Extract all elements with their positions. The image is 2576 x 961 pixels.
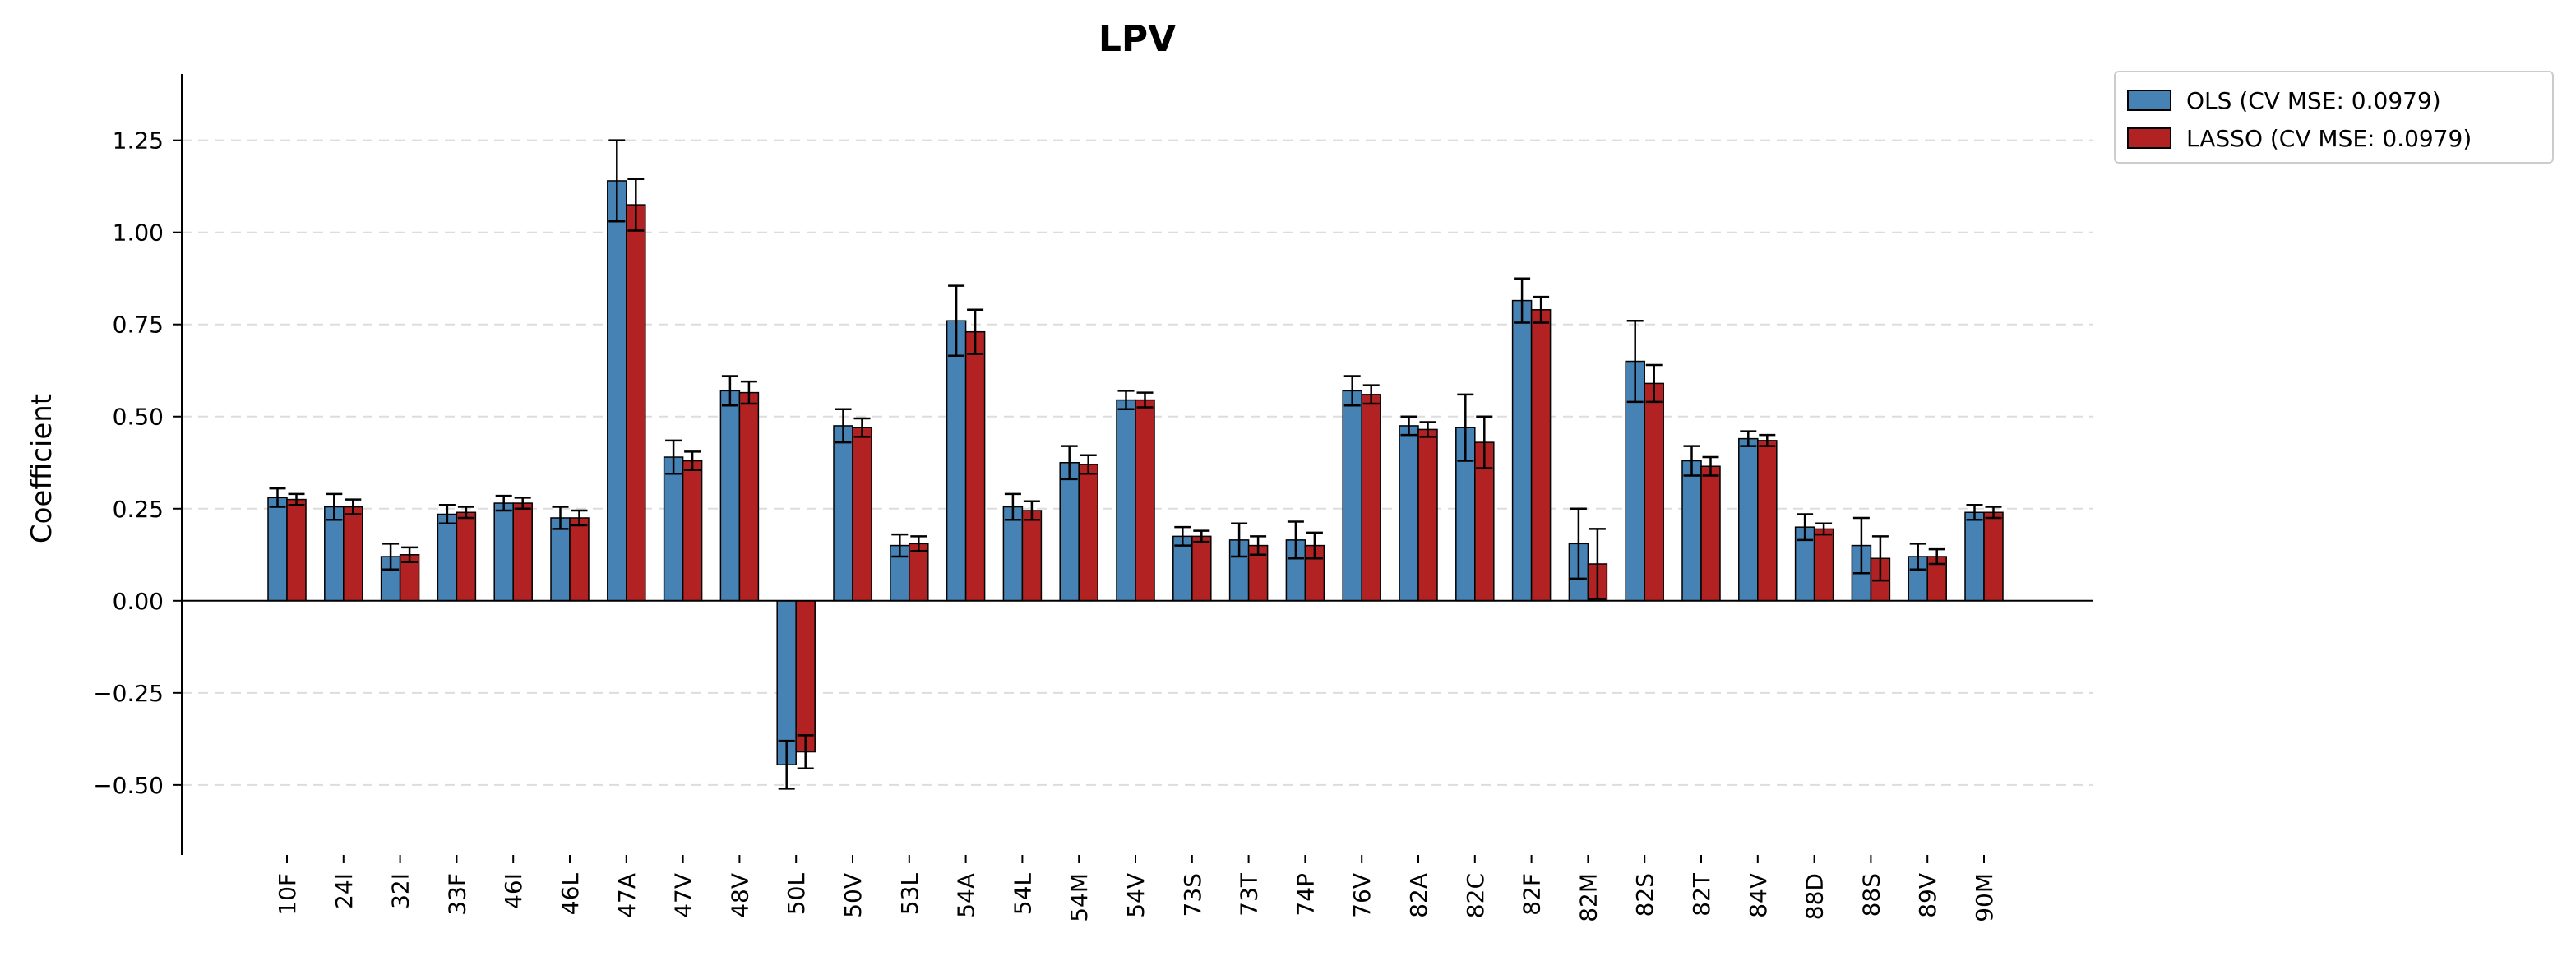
bars xyxy=(267,180,2004,765)
bar xyxy=(493,502,514,602)
y-tick-label: 1.25 xyxy=(113,127,164,155)
y-tick-label: 0.75 xyxy=(113,312,164,339)
x-tick-label: 82M xyxy=(1575,873,1602,922)
x-tick-label: 74P xyxy=(1292,873,1319,917)
bar xyxy=(738,391,760,602)
axes: −0.50 −0.25 0.00 0.25 0.50 0.75 1.00 1.25 10F 24I… xyxy=(93,74,2093,922)
legend-item-lasso: LASSO (CV MSE: 0.0979) xyxy=(2127,122,2472,155)
y-tick-label: 0.50 xyxy=(113,404,164,431)
y-tick-label: 0.00 xyxy=(113,588,164,615)
y-tick-label: −0.50 xyxy=(93,772,164,799)
bar xyxy=(343,506,363,602)
bar xyxy=(946,320,967,602)
bar xyxy=(964,330,986,602)
x-tick-label: 89V xyxy=(1914,873,1941,918)
error-bars xyxy=(269,139,2002,790)
bar xyxy=(1813,528,1834,602)
bar xyxy=(1738,437,1759,602)
legend: OLS (CV MSE: 0.0979) LASSO (CV MSE: 0.09… xyxy=(2114,71,2554,164)
y-tick-label: 1.00 xyxy=(113,219,164,247)
bar xyxy=(1078,464,1098,602)
bar xyxy=(1135,399,1155,602)
bar xyxy=(719,390,741,602)
y-tick-label: −0.25 xyxy=(93,680,164,707)
legend-label-lasso: LASSO (CV MSE: 0.0979) xyxy=(2186,124,2472,152)
bar xyxy=(1361,394,1381,602)
x-tick-label: 48V xyxy=(726,873,753,918)
x-tick-label: 90M xyxy=(1971,873,1998,922)
bar xyxy=(1059,462,1080,602)
x-tick-label: 47A xyxy=(613,873,641,918)
bar xyxy=(550,517,571,602)
x-tick-label: 50V xyxy=(839,873,867,918)
bar xyxy=(1511,299,1533,602)
x-tick-label: 82C xyxy=(1462,873,1489,918)
x-tick-label: 54M xyxy=(1066,873,1093,922)
bar xyxy=(1681,460,1702,602)
bar xyxy=(569,517,590,602)
bar xyxy=(1116,399,1136,602)
x-tick-label: 82A xyxy=(1405,873,1432,918)
bar xyxy=(512,502,533,602)
x-tick-label: 32I xyxy=(387,873,414,909)
legend-item-ols: OLS (CV MSE: 0.0979) xyxy=(2127,84,2441,117)
bar xyxy=(607,180,627,602)
bar xyxy=(1757,440,1778,602)
bar xyxy=(852,427,872,602)
x-tick-label: 84V xyxy=(1745,873,1772,918)
bar xyxy=(456,511,477,602)
x-tick-label: 73T xyxy=(1236,872,1263,917)
x-tick-label: 50L xyxy=(783,873,810,916)
x-tick-label: 33F xyxy=(443,873,470,916)
x-tick-label: 46I xyxy=(500,873,527,909)
x-tick-label: 88S xyxy=(1857,873,1885,917)
bar xyxy=(626,204,646,602)
x-tick-label: 82F xyxy=(1519,873,1546,916)
bar xyxy=(1021,510,1043,602)
bar xyxy=(1002,506,1024,602)
bar xyxy=(286,498,307,602)
bar xyxy=(1644,382,1664,602)
bar xyxy=(324,506,345,602)
bar xyxy=(1417,428,1438,602)
legend-label-ols: OLS (CV MSE: 0.0979) xyxy=(2186,86,2441,114)
bar xyxy=(795,600,816,753)
x-tick-label: 76V xyxy=(1348,873,1376,918)
x-tick-label: 82T xyxy=(1688,872,1715,917)
bar xyxy=(909,543,929,602)
bar xyxy=(267,497,288,602)
x-tick-label: 24I xyxy=(331,873,358,909)
legend-swatch-lasso xyxy=(2127,127,2171,149)
bar xyxy=(833,425,853,602)
x-tick-label: 10F xyxy=(274,873,301,916)
x-tick-label: 47V xyxy=(670,873,697,918)
x-tick-label: 54V xyxy=(1122,873,1149,918)
x-tick-label: 82S xyxy=(1631,873,1658,917)
x-tick-label: 53L xyxy=(896,873,923,916)
y-axis-label: Coefficient xyxy=(25,394,58,543)
legend-swatch-ols xyxy=(2127,90,2171,111)
x-tick-label: 54A xyxy=(953,873,980,918)
bar xyxy=(1700,465,1721,602)
bar xyxy=(1191,535,1212,602)
bar xyxy=(437,513,458,602)
x-tick-label: 88D xyxy=(1801,873,1829,920)
bar xyxy=(1530,309,1552,602)
x-tick-label: 73S xyxy=(1179,873,1206,917)
bar xyxy=(1399,425,1419,602)
bar xyxy=(1964,511,1985,602)
x-tick-label: 54L xyxy=(1009,873,1036,916)
x-tick-label: 46L xyxy=(557,873,584,916)
bar xyxy=(682,460,703,602)
bar xyxy=(663,456,684,602)
bar xyxy=(1983,511,2004,602)
y-tick-label: 0.25 xyxy=(113,496,164,523)
chart-title: LPV xyxy=(1098,18,1176,60)
bar xyxy=(1342,390,1362,602)
